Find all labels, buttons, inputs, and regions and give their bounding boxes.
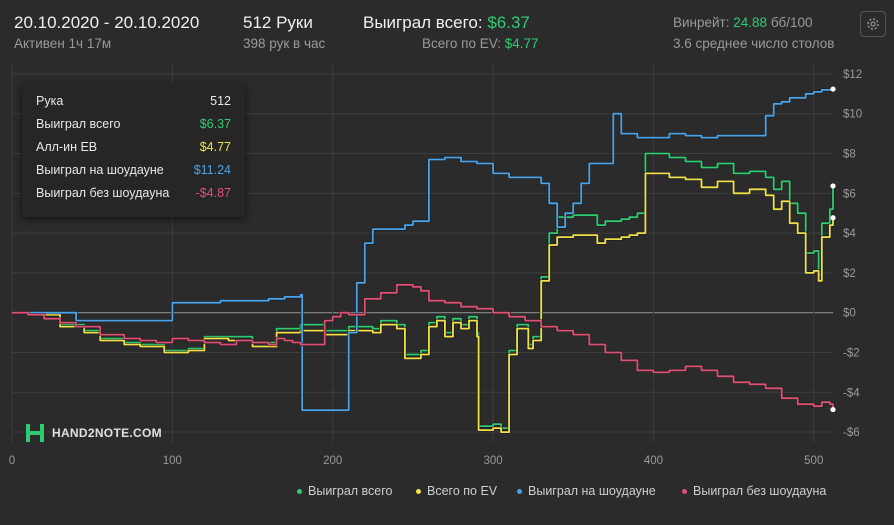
settings-button[interactable] — [860, 11, 886, 37]
avg-tables: 3.6 среднее число столов — [673, 36, 835, 51]
y-tick-label: $12 — [843, 69, 862, 81]
tooltip-label: Рука — [36, 94, 64, 108]
won-total-value: $6.37 — [487, 13, 530, 32]
tooltip-label: Выиграл без шоудауна — [36, 186, 170, 200]
x-tick-label: 200 — [323, 455, 342, 467]
x-tick-label: 300 — [483, 455, 502, 467]
logo-text: HAND2NOTE.COM — [52, 426, 162, 440]
tooltip-row-allin-ev: Алл-ин ЕВ $4.77 — [36, 140, 231, 160]
hand2note-logo: HAND2NOTE.COM — [24, 422, 162, 444]
tooltip-row-showdown: Выиграл на шоудауне $11.24 — [36, 163, 231, 183]
winrate-unit: бб/100 — [770, 15, 813, 30]
legend-label: Выиграл без шоудауна — [693, 484, 827, 498]
hand-tooltip: Рука 512 Выиграл всего $6.37 Алл-ин ЕВ $… — [22, 84, 245, 217]
y-tick-label: -$6 — [843, 427, 860, 439]
tooltip-row-won-total: Выиграл всего $6.37 — [36, 117, 231, 137]
y-tick-label: -$4 — [843, 387, 860, 399]
legend-item-showdown[interactable]: Выиграл на шоудауне — [517, 484, 656, 498]
y-tick-label: $6 — [843, 188, 856, 200]
won-total-label: Выиграл всего: — [363, 13, 483, 32]
tooltip-label: Выиграл всего — [36, 117, 121, 131]
hand2note-logo-icon — [26, 424, 44, 442]
tooltip-value: -$4.87 — [195, 186, 231, 200]
legend-item-ev[interactable]: Всего по EV — [416, 484, 497, 498]
series-line — [12, 283, 834, 410]
legend-label: Выиграл на шоудауне — [528, 484, 656, 498]
won-total: Выиграл всего: $6.37 — [363, 13, 530, 33]
tooltip-value: 512 — [210, 94, 231, 108]
tooltip-label: Алл-ин ЕВ — [36, 140, 98, 154]
y-tick-label: -$2 — [843, 347, 860, 359]
tooltip-value: $11.24 — [193, 163, 231, 177]
series-end-point — [830, 86, 836, 92]
series-line-shadow — [12, 283, 835, 410]
legend-item-non-showdown[interactable]: Выиграл без шоудауна — [682, 484, 826, 498]
winrate: Винрейт: 24.88 бб/100 — [673, 15, 813, 30]
series-end-point — [830, 406, 836, 413]
tooltip-label: Выиграл на шоудауне — [36, 163, 164, 177]
hands-per-hour: 398 рук в час — [243, 36, 326, 51]
date-range: 20.10.2020 - 20.10.2020 — [14, 13, 200, 32]
ev-total-value: $4.77 — [504, 36, 539, 51]
legend-item-won-total[interactable]: Выиграл всего — [297, 484, 392, 498]
x-tick-label: 100 — [163, 455, 182, 467]
legend-dot — [682, 488, 687, 494]
legend-dot — [517, 488, 522, 494]
gear-icon — [867, 18, 879, 30]
winrate-value: 24.88 — [733, 15, 768, 30]
series-end-point — [830, 183, 836, 189]
legend-dot — [297, 488, 302, 494]
tooltip-value: $6.37 — [199, 117, 231, 131]
chart-legend: Выиграл всего Всего по EV Выиграл на шоу… — [0, 484, 894, 502]
y-tick-label: $4 — [843, 228, 856, 240]
ev-total: Всего по EV: $4.77 — [422, 36, 539, 51]
tooltip-value: $4.77 — [199, 140, 231, 154]
x-tick-label: 400 — [644, 455, 663, 467]
legend-label: Выиграл всего — [308, 484, 393, 498]
series-end-point — [830, 215, 836, 221]
y-tick-label: $8 — [843, 149, 856, 161]
legend-label: Всего по EV — [427, 484, 498, 498]
ev-total-label: Всего по EV: — [422, 36, 501, 51]
x-tick-label: 500 — [804, 455, 823, 467]
y-tick-label: $2 — [843, 268, 856, 280]
stats-header: 20.10.2020 - 20.10.2020 Активен 1ч 17м 5… — [0, 0, 894, 62]
y-tick-label: $0 — [843, 308, 856, 320]
series-line — [12, 89, 834, 412]
y-tick-label: $10 — [843, 109, 862, 121]
x-tick-label: 0 — [9, 455, 15, 467]
tooltip-row-hand: Рука 512 — [36, 94, 231, 114]
hands-count: 512 Руки — [243, 13, 313, 32]
winrate-label: Винрейт: — [673, 15, 730, 30]
tooltip-row-non-showdown: Выиграл без шоудауна -$4.87 — [36, 186, 231, 206]
legend-dot — [416, 488, 421, 494]
active-time: Активен 1ч 17м — [14, 36, 112, 51]
